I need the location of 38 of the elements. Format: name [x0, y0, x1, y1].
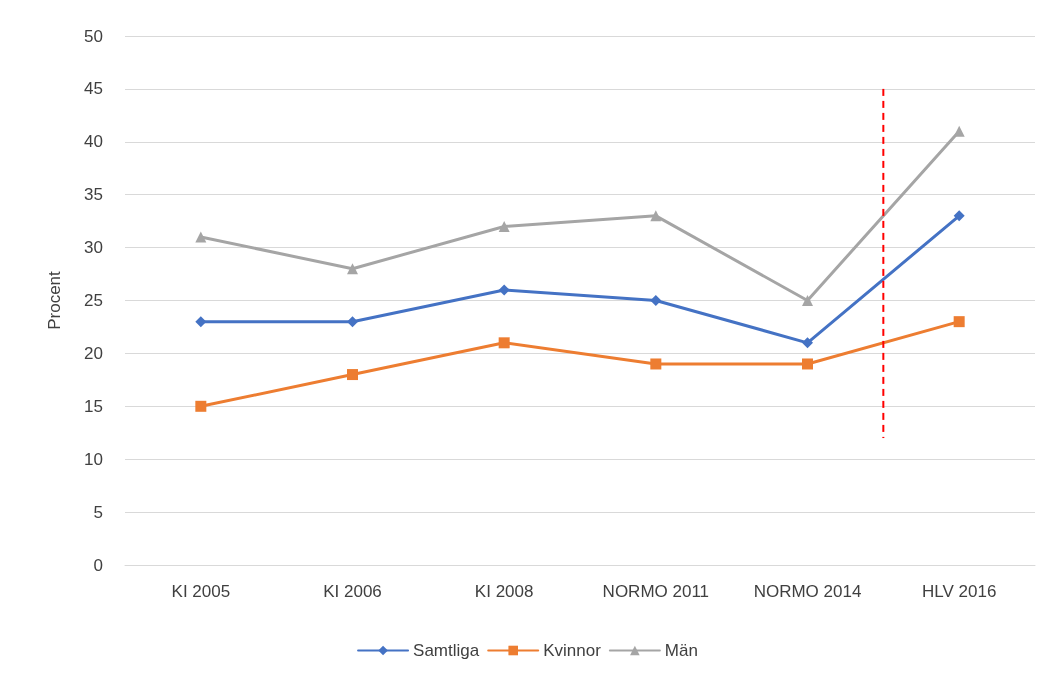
y-tick-label: 20 [84, 343, 103, 363]
point [953, 210, 965, 222]
y-tick-label: 50 [84, 26, 103, 46]
point [195, 231, 207, 243]
y-tick-label: 10 [84, 449, 103, 469]
point [498, 284, 510, 296]
y-tick-label: 15 [84, 396, 103, 416]
point [802, 337, 813, 349]
point [802, 358, 813, 370]
y-tick-label: 40 [84, 132, 103, 152]
x-tick-label: NORMO 2014 [753, 582, 862, 601]
y-tick-label: 45 [84, 79, 103, 99]
point [650, 295, 662, 306]
y-axis-title: Procent [45, 270, 64, 330]
point [347, 369, 358, 381]
point [650, 358, 662, 370]
x-tick-label: KI 2005 [171, 582, 231, 601]
y-tick-label: 25 [84, 291, 103, 310]
x-tick-label: HLV 2016 [921, 582, 997, 601]
point [953, 316, 965, 328]
point [347, 316, 358, 328]
y-tick-label: 30 [84, 238, 103, 258]
point [195, 400, 207, 412]
x-tick-label: KI 2006 [323, 582, 382, 601]
y-tick-label: 35 [84, 185, 103, 205]
legend-label: Kvinnor [543, 641, 602, 660]
x-tick-label: KI 2008 [474, 582, 534, 601]
point [498, 220, 510, 232]
point [195, 316, 207, 328]
y-tick-label: 5 [93, 502, 103, 522]
y-tick-label: 0 [93, 555, 103, 575]
point [650, 210, 662, 222]
point [498, 337, 510, 349]
x-tick-label: NORMO 2011 [602, 582, 710, 601]
legend-label: Män [664, 641, 698, 660]
legend-label: Samtliga [413, 641, 480, 660]
point [802, 295, 813, 306]
point [347, 263, 358, 275]
